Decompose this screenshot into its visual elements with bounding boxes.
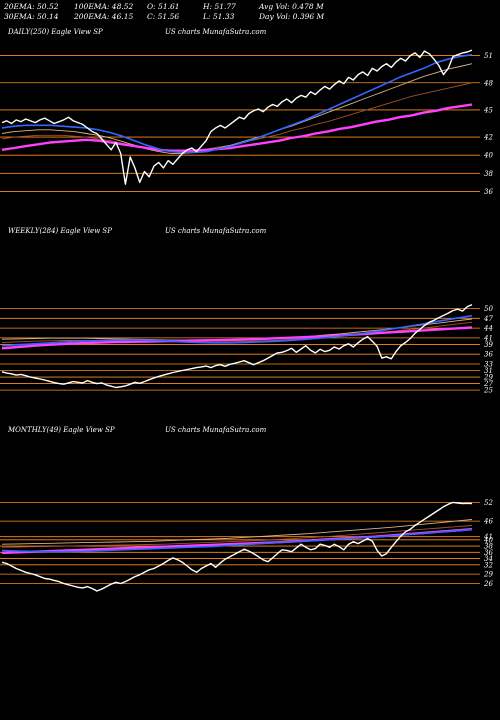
monthly-series-ema-brown	[1, 525, 473, 548]
weekly-chart: WEEKLY(284) Eagle View SP US charts Muna…	[0, 227, 493, 395]
weekly-series-ema-magenta	[1, 326, 473, 350]
stat-low: L: 51.33	[203, 11, 235, 21]
daily-y-tick-label: 36	[484, 188, 493, 196]
weekly-y-tick-label: 44	[483, 325, 493, 333]
weekly-title: WEEKLY(284) Eagle View SP	[8, 227, 112, 235]
daily-title: DAILY(250) Eagle View SP	[7, 28, 103, 36]
monthly-y-tick-label: 52	[484, 499, 493, 507]
daily-watermark: US charts MunafaSutra.com	[165, 28, 267, 36]
weekly-y-tick-label: 36	[484, 351, 493, 359]
monthly-y-tick-label: 26	[483, 580, 493, 588]
daily-series-price	[1, 49, 473, 185]
monthly-y-tick-label: 34	[484, 555, 493, 563]
weekly-series-ema-tan	[1, 318, 473, 341]
monthly-y-tick-label: 40	[483, 536, 493, 544]
daily-chart: DAILY(250) Eagle View SP US charts Munaf…	[0, 28, 493, 196]
stat-ema20: 20EMA: 50.52	[4, 2, 59, 11]
monthly-series-price	[1, 501, 473, 592]
daily-y-tick-label: 38	[484, 170, 493, 178]
stat-ema30: 30EMA: 50.14	[4, 11, 59, 21]
weekly-y-tick-label: 33	[484, 361, 493, 369]
weekly-y-tick-label: 31	[484, 367, 493, 375]
weekly-y-tick-label: 41	[483, 334, 493, 342]
monthly-y-tick-label: 46	[483, 518, 493, 526]
stat-close: C: 51.56	[147, 11, 180, 21]
weekly-y-tick-label: 47	[483, 315, 493, 323]
stat-ema200: 200EMA: 46.15	[74, 11, 134, 21]
weekly-y-tick-label: 25	[483, 387, 493, 395]
weekly-series-ema-blue	[1, 314, 473, 347]
stat-high: H: 51.77	[203, 2, 236, 11]
daily-series-ema-blue	[1, 53, 473, 154]
weekly-series-price	[1, 303, 473, 389]
monthly-y-tick-label: 36	[484, 549, 493, 557]
weekly-y-tick-label: 50	[484, 305, 493, 313]
stats-row-1: 20EMA: 50.52 100EMA: 48.52 O: 51.61 H: 51.7…	[4, 2, 324, 12]
monthly-watermark: US charts MunafaSutra.com	[165, 426, 267, 434]
weekly-y-tick-label: 27	[483, 380, 493, 388]
daily-y-tick-label: 51	[484, 52, 493, 60]
monthly-y-tick-label: 41	[483, 533, 493, 541]
stats-header: 20EMA: 50.52 100EMA: 48.52 O: 51.61 H: 51.7…	[4, 2, 324, 21]
monthly-title: MONTHLY(49) Eagle View SP	[7, 426, 115, 434]
monthly-y-tick-label: 38	[484, 543, 493, 551]
stat-ema100: 100EMA: 48.52	[74, 2, 134, 11]
weekly-y-tick-label: 39	[484, 341, 493, 349]
daily-series-ema-tan	[1, 63, 473, 154]
weekly-y-tick-label: 29	[483, 374, 493, 382]
stat-day-vol: Day Vol: 0.396 M	[259, 11, 325, 21]
stat-avg-vol: Avg Vol: 0.478 M	[259, 2, 324, 11]
daily-y-tick-label: 40	[483, 152, 493, 160]
monthly-chart: MONTHLY(49) Eagle View SP US charts Muna…	[0, 426, 493, 592]
monthly-y-tick-label: 29	[483, 571, 493, 579]
daily-y-tick-label: 42	[483, 134, 493, 142]
monthly-series-ema-blue	[1, 528, 473, 553]
stats-row-2: 30EMA: 50.14 200EMA: 46.15 C: 51.56 L: 51.3…	[4, 12, 324, 22]
daily-series-ema-magenta	[1, 103, 473, 152]
monthly-series-ema-tan	[1, 519, 473, 545]
stat-open: O: 51.61	[147, 2, 180, 11]
daily-y-tick-label: 48	[483, 79, 493, 87]
daily-y-tick-label: 45	[483, 106, 493, 114]
weekly-watermark: US charts MunafaSutra.com	[165, 227, 267, 235]
monthly-y-tick-label: 32	[484, 561, 493, 569]
